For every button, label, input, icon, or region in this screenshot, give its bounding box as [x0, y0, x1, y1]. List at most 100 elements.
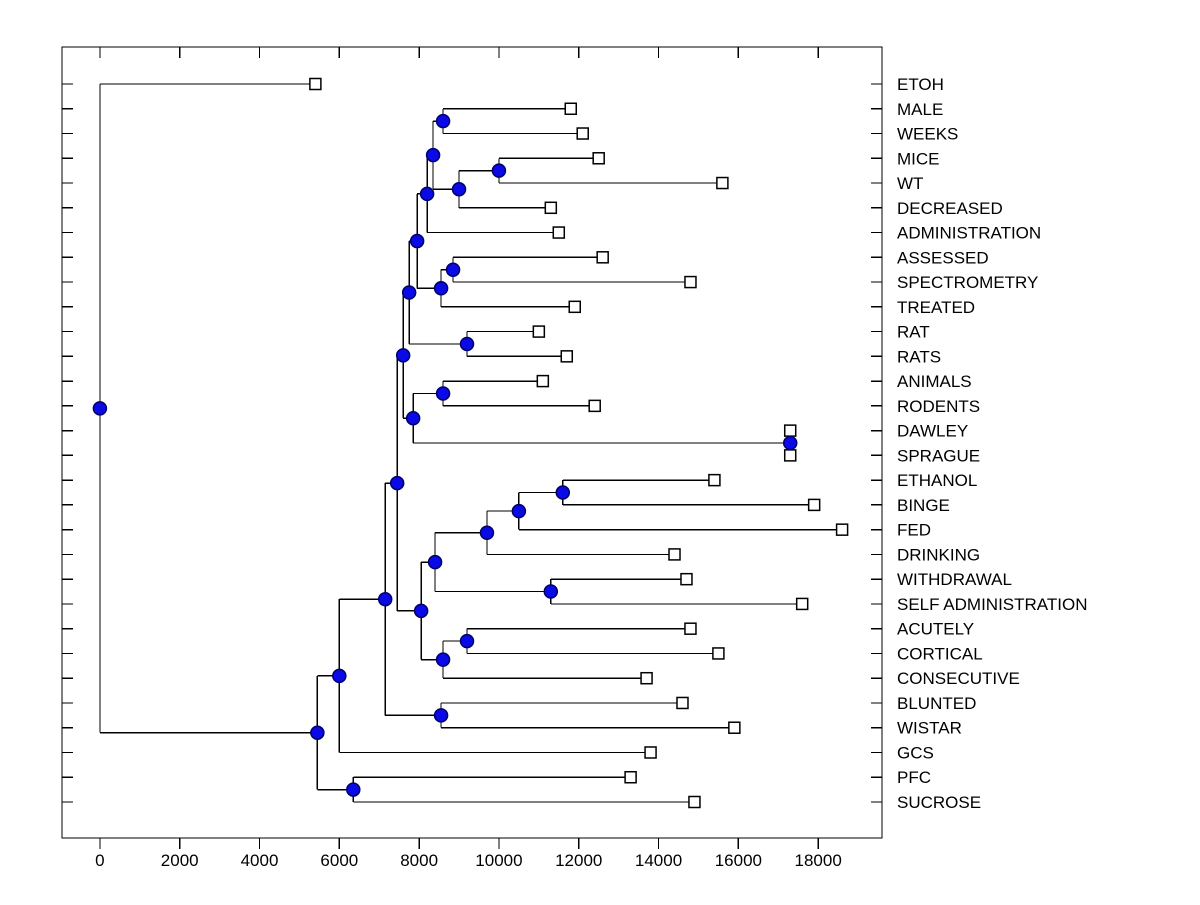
leaf-label-animals: ANIMALS — [897, 372, 972, 391]
leaf-marker-wistar — [728, 721, 741, 734]
merge-node-marker — [377, 591, 393, 607]
merge-node-marker — [479, 525, 495, 540]
merge-node-marker — [451, 181, 467, 197]
merge-node-marker — [543, 584, 559, 599]
merge-node-marker — [782, 435, 798, 451]
x-axis-labels: 0 2000 4000 6000 8000 10000 12000 14000 16000 180… — [95, 851, 842, 870]
merge-node-marker — [427, 554, 443, 570]
leaf-label-male: MALE — [897, 100, 943, 119]
leaf-label-sucrose: SUCROSE — [897, 793, 981, 812]
leaf-marker-acutely — [684, 622, 697, 635]
merge-node-marker — [401, 285, 417, 300]
leaf-label-rats: RATS — [897, 347, 941, 366]
leaf-marker-rat — [532, 325, 546, 338]
leaf-marker-male — [564, 102, 578, 116]
leaf-label-etoh: ETOH — [897, 75, 944, 94]
leaf-label-fed: FED — [897, 521, 931, 540]
merge-node-marker — [389, 475, 405, 491]
leaf-marker-animals — [536, 374, 550, 388]
x-tick-label: 8000 — [400, 851, 438, 870]
leaf-label-dawley: DAWLEY — [897, 422, 968, 441]
leaf-label-wt: WT — [897, 174, 923, 193]
x-tick-label: 14000 — [635, 851, 682, 870]
leaf-label-decreased: DECREASED — [897, 199, 1003, 218]
merge-node-marker — [310, 725, 325, 740]
leaf-label-weeks: WEEKS — [897, 125, 958, 144]
leaf-marker-etoh — [309, 77, 322, 91]
leaf-marker-treated — [568, 300, 581, 314]
leaf-label-assessed: ASSESSED — [897, 248, 989, 267]
leaf-marker-gcs — [644, 746, 657, 759]
node-markers — [92, 113, 798, 797]
merge-node-marker — [395, 348, 411, 363]
leaf-marker-wt — [716, 176, 729, 190]
merge-node-marker — [92, 401, 108, 416]
leaf-label-spectrometry: SPECTROMETRY — [897, 273, 1038, 292]
merge-node-marker — [459, 336, 475, 352]
merge-node-marker — [425, 147, 441, 163]
merge-node-marker — [433, 281, 449, 296]
leaf-label-ethanol: ETHANOL — [897, 471, 977, 490]
leaf-label-consecutive: CONSECUTIVE — [897, 669, 1020, 688]
x-tick-label: 0 — [95, 851, 104, 870]
leaf-label-rodents: RODENTS — [897, 397, 980, 416]
leaf-label-binge: BINGE — [897, 496, 950, 515]
leaf-marker-ethanol — [708, 473, 721, 487]
leaf-marker-dawley — [783, 424, 797, 437]
leaf-label-withdrawal: WITHDRAWAL — [897, 570, 1012, 589]
leaf-label-wistar: WISTAR — [897, 719, 962, 738]
x-tick-label: 16000 — [715, 851, 762, 870]
merge-node-marker — [555, 485, 571, 500]
leaf-label-sprague: SPRAGUE — [897, 446, 980, 465]
leaf-label-gcs: GCS — [897, 743, 934, 762]
merge-node-marker — [435, 652, 451, 667]
y-axis-ticks — [62, 83, 882, 803]
leaf-marker-withdrawal — [680, 572, 693, 586]
leaf-marker-cortical — [712, 647, 725, 660]
leaf-markers — [309, 77, 849, 809]
merge-node-marker — [346, 782, 361, 797]
plot-border — [61, 46, 883, 839]
leaf-marker-spectrometry — [684, 275, 697, 289]
leaf-marker-decreased — [544, 201, 558, 215]
leaf-marker-consecutive — [640, 671, 653, 685]
merge-node-marker — [511, 503, 527, 519]
x-tick-label: 6000 — [320, 851, 358, 870]
x-tick-label: 18000 — [795, 851, 842, 870]
leaf-marker-administration — [552, 226, 566, 239]
plot-box — [61, 46, 883, 839]
leaf-label-self-administration: SELF ADMINISTRATION — [897, 595, 1088, 614]
leaf-label-cortical: CORTICAL — [897, 644, 983, 663]
leaf-marker-pfc — [624, 770, 637, 784]
leaf-marker-rodents — [588, 399, 601, 413]
x-tick-label: 10000 — [475, 851, 522, 870]
leaf-label-administration: ADMINISTRATION — [897, 224, 1041, 243]
leaf-label-blunted: BLUNTED — [897, 694, 976, 713]
merge-node-marker — [405, 410, 421, 426]
leaf-label-rat: RAT — [897, 323, 930, 342]
leaf-marker-assessed — [596, 251, 609, 264]
leaf-label-treated: TREATED — [897, 298, 975, 317]
merge-node-marker — [433, 708, 449, 723]
leaf-marker-sucrose — [688, 795, 701, 809]
leaf-marker-binge — [807, 498, 821, 512]
x-tick-label: 4000 — [241, 851, 279, 870]
leaf-marker-drinking — [668, 548, 681, 561]
leaf-marker-sprague — [783, 449, 797, 462]
leaf-marker-mice — [592, 152, 605, 165]
leaf-label-pfc: PFC — [897, 768, 931, 787]
merge-node-marker — [445, 262, 461, 277]
leaf-marker-blunted — [676, 696, 689, 710]
leaf-labels: ETOH MALE WEEKS MICE WT DECREASED ADMINISTRATI… — [897, 75, 1088, 812]
merge-node-marker — [332, 668, 347, 684]
merge-node-marker — [435, 113, 451, 129]
merge-node-marker — [409, 233, 425, 249]
merge-node-marker — [459, 633, 475, 649]
leaf-label-mice: MICE — [897, 149, 940, 168]
x-axis-ticks — [99, 47, 819, 849]
merge-node-marker — [435, 386, 451, 401]
leaf-marker-rats — [560, 350, 574, 363]
